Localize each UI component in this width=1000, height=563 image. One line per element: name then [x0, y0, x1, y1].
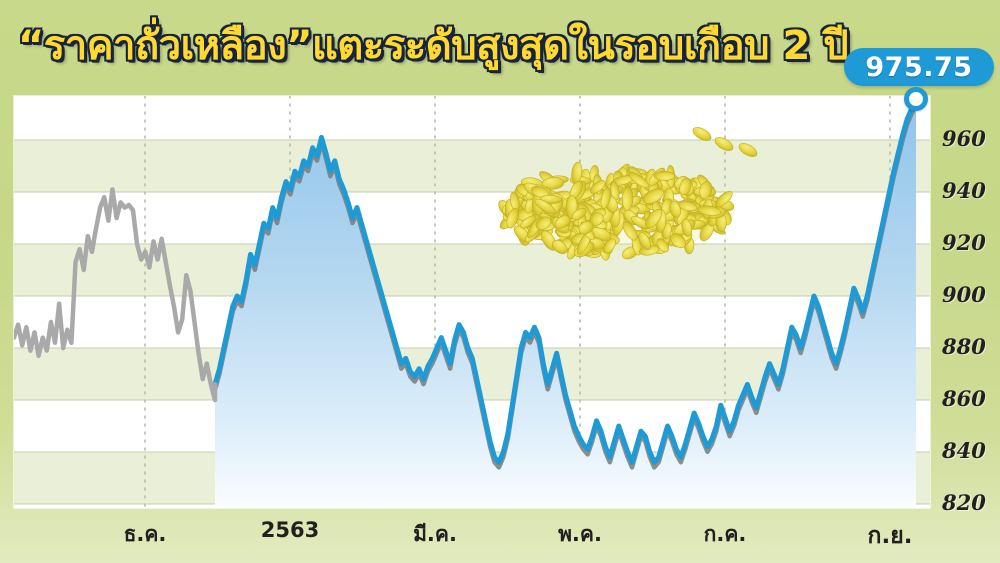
x-axis-tick: ก.ย. [867, 523, 913, 549]
soybean-seed [571, 207, 587, 221]
x-axis-tick: ก.ค. [703, 522, 747, 546]
soybean-seed [642, 188, 664, 204]
soybean-seed [692, 127, 712, 141]
y-axis-tick: 900 [942, 282, 986, 307]
soybean-seed [610, 181, 620, 201]
soybean-seed [699, 181, 713, 200]
soybean-seed [715, 190, 733, 208]
price-badge: 975.75 [844, 48, 994, 86]
chart-line-primary [212, 96, 919, 465]
soybean-seed [628, 171, 649, 188]
soybean-seed [600, 187, 612, 209]
soybean-seed [738, 143, 758, 157]
x-axis-tick: พ.ค. [558, 522, 602, 546]
y-axis: 960 940 920 900 880 860 840 820 [934, 96, 1000, 515]
soybean-seed [679, 177, 692, 196]
chart-line-historic [14, 187, 218, 403]
soybean-seed [534, 198, 556, 215]
soybean-seed [714, 137, 734, 151]
soybean-seed [578, 221, 594, 235]
soybean-seed [551, 239, 568, 254]
soybean-seed [645, 209, 662, 229]
soybean-seed [669, 201, 681, 218]
y-axis-tick: 940 [942, 178, 986, 203]
y-axis-tick: 920 [942, 230, 986, 255]
chart-svg [14, 96, 930, 508]
soybean-seed [670, 233, 687, 248]
y-axis-tick: 880 [942, 334, 986, 359]
chart-plot-area [14, 96, 930, 508]
soybean-seed [535, 216, 551, 231]
chart-series-layer [14, 96, 919, 508]
last-point-marker [904, 87, 928, 112]
soybean-seed [602, 238, 617, 254]
soybean-seed [656, 238, 669, 253]
soybean-seed [589, 180, 606, 194]
x-axis-tick: มี.ค. [413, 522, 457, 546]
soybean-seed [622, 186, 634, 211]
soybean-seed [681, 218, 693, 237]
y-axis-tick: 960 [942, 126, 986, 151]
soybean-seed [506, 207, 520, 229]
header: “ราคาถั่วเหลือง”แตะระดับสูงสุดในรอบเกือบ… [0, 0, 1000, 92]
x-axis: ธ.ค. 2563 มี.ค. พ.ค. ก.ค. ก.ย. [0, 510, 1000, 555]
soybean-seed [653, 170, 676, 181]
soybean-seeds-pile-image [498, 127, 758, 261]
soybean-seed [696, 205, 722, 216]
x-axis-tick: 2563 [260, 518, 320, 542]
soybean-seed [541, 177, 565, 190]
y-axis-tick: 860 [942, 386, 986, 411]
soybean-seed [520, 215, 537, 229]
y-axis-tick: 820 [942, 490, 986, 515]
soybean-seed [622, 220, 638, 241]
y-axis-tick: 840 [942, 438, 986, 463]
soybean-seed [638, 232, 651, 250]
x-axis-tick: ธ.ค. [123, 522, 167, 546]
page-title: “ราคาถั่วเหลือง”แตะระดับสูงสุดในรอบเกือบ… [18, 23, 849, 69]
price-badge-value: 975.75 [865, 51, 973, 83]
